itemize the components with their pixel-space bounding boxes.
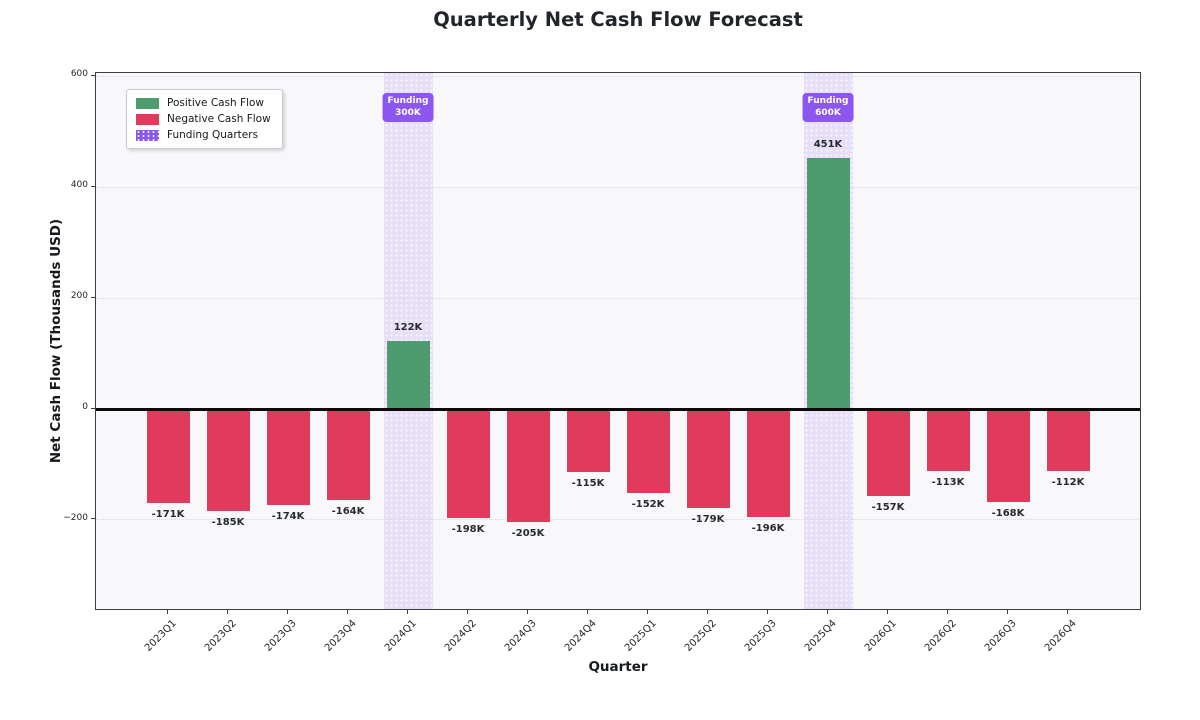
bar-2026Q1 [866, 408, 910, 496]
x-tick-label-2025Q4: 2025Q4 [802, 618, 839, 654]
x-tick-label-2023Q2: 2023Q2 [202, 618, 239, 654]
x-tick-label-2023Q3: 2023Q3 [262, 618, 299, 654]
bar-value-label: 122K [393, 321, 423, 333]
gridline [96, 519, 1140, 521]
x-tick-label-2026Q2: 2026Q2 [922, 618, 959, 654]
y-tick-label: 0 [82, 402, 88, 413]
funding-quarters-swatch-icon [136, 129, 159, 141]
zero-line [96, 407, 1140, 411]
x-tick-label-2023Q1: 2023Q1 [142, 618, 179, 654]
x-tick-mark [827, 610, 828, 614]
bar-2026Q2 [926, 408, 970, 472]
y-tick-mark [91, 407, 95, 409]
x-tick-mark [527, 610, 528, 614]
positive-cash-flow-swatch-icon [136, 97, 159, 109]
x-tick-mark [1007, 610, 1008, 614]
y-tick-label: 400 [70, 180, 88, 191]
x-tick-label-2024Q4: 2024Q4 [562, 618, 599, 654]
funding-badge-2024Q1: Funding 300K [382, 93, 434, 123]
bar-2025Q1 [626, 408, 670, 493]
x-tick-label-2026Q4: 2026Q4 [1042, 618, 1079, 654]
y-tick-mark [91, 518, 95, 520]
y-tick-mark [91, 296, 95, 298]
bar-value-label: -185K [211, 517, 245, 529]
bar-2023Q1 [146, 408, 190, 504]
x-tick-label-2025Q1: 2025Q1 [622, 618, 659, 654]
x-tick-label-2025Q2: 2025Q2 [682, 618, 719, 654]
bar-2025Q2 [686, 408, 730, 508]
x-tick-mark [407, 610, 408, 614]
bar-value-label: -113K [931, 477, 965, 489]
bar-value-label: -164K [331, 505, 365, 517]
legend: Positive Cash Flow Negative Cash Flow Fu… [126, 89, 283, 149]
bar-value-label: -171K [151, 509, 185, 521]
x-tick-mark [227, 610, 228, 614]
y-tick-label: 200 [70, 291, 88, 302]
x-tick-label-2026Q3: 2026Q3 [982, 618, 1019, 654]
negative-cash-flow-swatch-icon [136, 113, 159, 125]
legend-entry-positive: Positive Cash Flow [136, 97, 271, 109]
bar-2025Q3 [746, 408, 790, 518]
bar-value-label: -157K [871, 501, 905, 513]
x-tick-mark [1067, 610, 1068, 614]
bar-2026Q3 [986, 408, 1030, 502]
x-tick-label-2024Q2: 2024Q2 [442, 618, 479, 654]
x-tick-mark [587, 610, 588, 614]
bar-2024Q3 [506, 408, 550, 523]
bar-2024Q4 [566, 408, 610, 473]
legend-entry-negative: Negative Cash Flow [136, 113, 271, 125]
bar-value-label: -179K [691, 513, 725, 525]
gridline [96, 186, 1140, 188]
x-tick-mark [767, 610, 768, 614]
bar-value-label: -174K [271, 511, 305, 523]
funding-badge-2025Q4: Funding 600K [802, 93, 854, 123]
bar-2026Q4 [1046, 408, 1090, 471]
x-tick-mark [287, 610, 288, 614]
bar-value-label: 451K [813, 139, 843, 151]
y-tick-label: −200 [63, 512, 88, 523]
x-tick-mark [887, 610, 888, 614]
x-axis-label: Quarter [588, 659, 648, 675]
legend-label: Negative Cash Flow [167, 113, 271, 125]
y-tick-mark [91, 185, 95, 187]
bar-2023Q3 [266, 408, 310, 506]
x-tick-mark [947, 610, 948, 614]
plot-area: Positive Cash Flow Negative Cash Flow Fu… [95, 72, 1141, 610]
x-tick-label-2023Q4: 2023Q4 [322, 618, 359, 654]
x-tick-label-2024Q1: 2024Q1 [382, 618, 419, 654]
bar-2023Q4 [326, 408, 370, 500]
legend-label: Positive Cash Flow [167, 97, 265, 109]
x-tick-mark [167, 610, 168, 614]
x-tick-label-2025Q3: 2025Q3 [742, 618, 779, 654]
bar-value-label: -198K [451, 524, 485, 536]
bar-2023Q2 [206, 408, 250, 512]
x-tick-mark [347, 610, 348, 614]
bar-2024Q2 [446, 408, 490, 519]
x-tick-label-2024Q3: 2024Q3 [502, 618, 539, 654]
bar-value-label: -112K [1051, 476, 1085, 488]
bar-value-label: -152K [631, 498, 665, 510]
x-tick-label-2026Q1: 2026Q1 [862, 618, 899, 654]
x-tick-mark [707, 610, 708, 614]
y-axis-label: Net Cash Flow (Thousands USD) [48, 218, 64, 464]
gridline [96, 75, 1140, 77]
bar-value-label: -196K [751, 523, 785, 535]
bar-value-label: -168K [991, 507, 1025, 519]
chart-title: Quarterly Net Cash Flow Forecast [433, 8, 803, 31]
y-tick-label: 600 [70, 69, 88, 80]
bar-value-label: -115K [571, 478, 605, 490]
bar-value-label: -205K [511, 528, 545, 540]
legend-entry-funding: Funding Quarters [136, 129, 271, 141]
bar-2025Q4 [806, 158, 850, 409]
bar-2024Q1 [386, 340, 430, 409]
gridline [96, 297, 1140, 299]
x-tick-mark [647, 610, 648, 614]
legend-label: Funding Quarters [167, 129, 259, 141]
y-tick-mark [91, 74, 95, 76]
x-tick-mark [467, 610, 468, 614]
